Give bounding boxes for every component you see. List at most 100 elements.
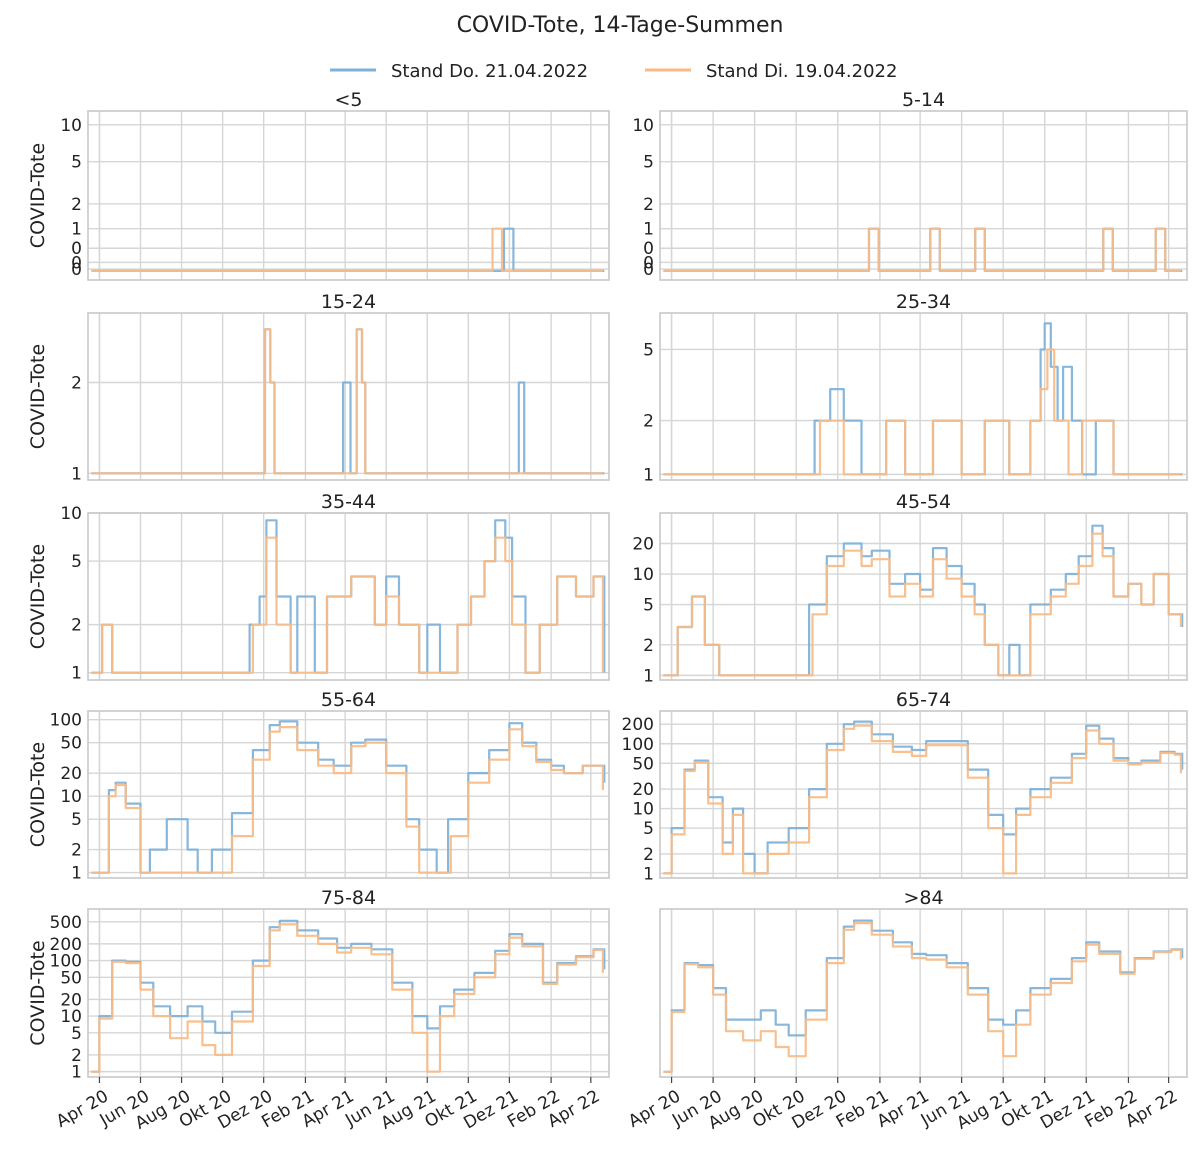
y-tick-label: 0 [643, 260, 654, 280]
series-line-1 [91, 227, 603, 272]
y-tick-label: 1 [71, 664, 82, 684]
y-tick-label: 200 [622, 715, 654, 735]
panel-title: 75-84 [321, 887, 376, 909]
series-line-1 [663, 532, 1182, 677]
plot-frame [87, 512, 610, 681]
plot-frame [659, 512, 1188, 681]
panel-title: 25-34 [896, 291, 951, 313]
y-tick-label: 500 [50, 913, 82, 933]
series-line-1 [663, 227, 1181, 272]
legend: Stand Do. 21.04.2022 Stand Di. 19.04.202… [330, 61, 897, 82]
y-axis-label: COVID-Tote [27, 344, 49, 449]
y-tick-label: 10 [60, 504, 82, 524]
y-tick-label: 2 [643, 845, 654, 865]
y-tick-label: 100 [622, 735, 654, 755]
y-tick-label: 50 [60, 734, 82, 754]
y-tick-label: 5 [643, 153, 654, 173]
series-line-1 [91, 328, 603, 475]
y-tick-label: 10 [60, 1007, 82, 1027]
legend-label-0: Stand Do. 21.04.2022 [391, 61, 588, 82]
y-tick-label: 5 [643, 340, 654, 360]
plot-frame [87, 110, 610, 281]
y-tick-label: 1 [71, 1063, 82, 1083]
y-tick-label: 100 [50, 711, 82, 731]
panels: 10521000<5COVID-Tote105210005-141215-24C… [27, 89, 1188, 1134]
y-axis-label: COVID-Tote [27, 544, 49, 649]
panel-2: 1 2 15-24 COVID-Tote [27, 291, 610, 484]
y-tick-label: 10 [60, 787, 82, 807]
plot-frame [659, 110, 1188, 281]
y-tick-label: 1 [643, 666, 654, 686]
y-tick-label: 100 [50, 952, 82, 972]
plot-area [88, 909, 609, 1077]
panel-title: 15-24 [321, 291, 376, 313]
y-tick-label: 2 [643, 636, 654, 656]
y-tick-label: 50 [632, 754, 654, 774]
y-tick-label: 1 [643, 465, 654, 485]
y-tick-label: 10 [632, 565, 654, 585]
plot-area [660, 711, 1187, 878]
figure-title: COVID-Tote, 14-Tage-Summen [457, 13, 784, 38]
plot-area [88, 711, 609, 878]
panel-title: 65-74 [896, 689, 951, 711]
y-tick-label: 5 [643, 596, 654, 616]
y-tick-label: 1 [71, 864, 82, 884]
panel-title: >84 [903, 887, 943, 909]
plot-frame [87, 710, 610, 879]
plot-area [660, 111, 1187, 280]
y-tick-label: 20 [60, 764, 82, 784]
y-axis-label: COVID-Tote [27, 742, 49, 847]
y-tick-label: 0 [643, 239, 654, 259]
y-tick-label: 1 [71, 464, 82, 484]
panel-4: 1 2 5 10 35-44 COVID-Tote [27, 491, 610, 684]
series-line-1 [91, 536, 604, 674]
y-tick-label: 10 [60, 116, 82, 136]
y-tick-label: 2 [71, 195, 82, 215]
series-line-1 [91, 726, 604, 874]
y-tick-label: 0 [71, 260, 82, 280]
panel-6: 1 2 5 10 20 50 100 55-64 COVID-Tote [27, 689, 610, 884]
y-tick-label: 5 [643, 819, 654, 839]
y-tick-label: 2 [71, 841, 82, 861]
y-tick-label: 5 [71, 552, 82, 572]
y-tick-label: 2 [71, 373, 82, 393]
y-axis-label: COVID-Tote [27, 940, 49, 1045]
y-tick-label: 1 [643, 220, 654, 240]
legend-label-1: Stand Di. 19.04.2022 [706, 61, 897, 82]
plot-area [660, 909, 1187, 1077]
series-line-1 [663, 922, 1182, 1073]
y-tick-label: 2 [71, 1046, 82, 1066]
series-line-1 [663, 348, 1181, 476]
plot-frame [87, 908, 610, 1078]
plot-frame [659, 710, 1188, 879]
panel-title: 5-14 [902, 89, 945, 111]
y-tick-label: 2 [643, 195, 654, 215]
y-tick-label: 5 [71, 810, 82, 830]
panel-5: 1 2 5 10 20 45-54 [632, 491, 1188, 686]
y-tick-label: 0 [71, 253, 82, 273]
y-tick-label: 0 [71, 239, 82, 259]
panel-title: <5 [334, 89, 362, 111]
plot-frame [659, 908, 1188, 1078]
y-tick-label: 1 [71, 220, 82, 240]
plot-frame [659, 312, 1188, 481]
y-tick-label: 200 [50, 935, 82, 955]
y-tick-label: 5 [71, 1024, 82, 1044]
y-tick-label: 1 [643, 864, 654, 884]
y-tick-label: 0 [643, 253, 654, 273]
y-tick-label: 20 [60, 990, 82, 1010]
y-tick-label: 5 [71, 153, 82, 173]
series-line-1 [663, 724, 1182, 875]
y-tick-label: 20 [632, 535, 654, 555]
y-tick-label: 20 [632, 780, 654, 800]
y-axis-label: COVID-Tote [27, 143, 49, 248]
panel-title: 55-64 [321, 689, 376, 711]
panel-title: 45-54 [896, 491, 951, 513]
y-tick-label: 2 [71, 616, 82, 636]
y-tick-label: 10 [632, 800, 654, 820]
